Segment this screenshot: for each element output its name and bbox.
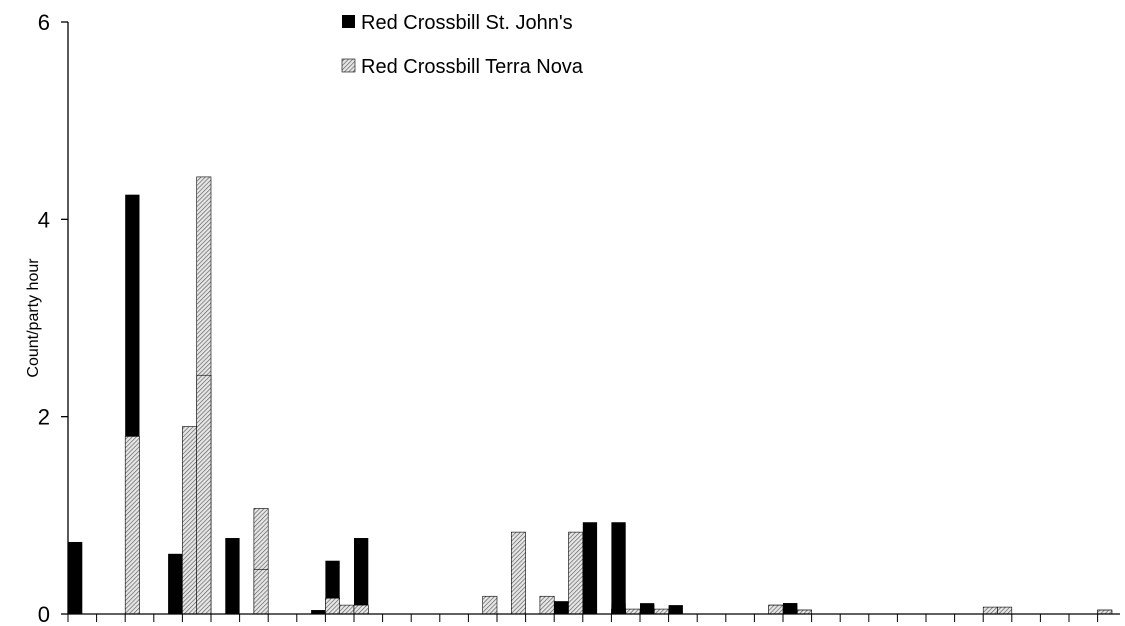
y-tick-label: 2 xyxy=(38,405,50,430)
legend-swatch-st-johns xyxy=(342,15,355,28)
legend-label-st-johns: Red Crossbill St. John's xyxy=(361,12,573,34)
bar-terra-nova xyxy=(982,606,998,615)
bar-st-johns xyxy=(668,605,683,614)
bar-terra-nova xyxy=(325,597,340,615)
bar-st-johns xyxy=(68,541,83,614)
bar-terra-nova xyxy=(568,531,584,615)
bar-terra-nova xyxy=(482,595,498,615)
y-axis-title: Count/party hour xyxy=(25,258,42,378)
bar-terra-nova xyxy=(997,606,1013,615)
legend-swatch-terra-nova xyxy=(341,58,356,73)
x-ticks xyxy=(67,614,1099,622)
bar-st-johns xyxy=(611,522,626,614)
bar-terra-nova xyxy=(253,569,269,615)
legend-label-terra-nova: Red Crossbill Terra Nova xyxy=(361,56,584,78)
bar-terra-nova xyxy=(653,608,669,615)
bar-terra-nova xyxy=(539,595,555,615)
bar-st-johns xyxy=(225,538,240,614)
bar-terra-nova xyxy=(339,604,355,615)
legend: Red Crossbill St. John's Red Crossbill T… xyxy=(341,12,584,78)
bar-st-johns xyxy=(554,601,569,614)
bar-terra-nova xyxy=(124,436,140,615)
y-ticks: 0 2 4 6 xyxy=(38,10,68,626)
bar-terra-nova xyxy=(768,604,784,615)
bar-terra-nova xyxy=(625,608,641,615)
bar-st-johns xyxy=(783,603,798,614)
bar-st-johns xyxy=(354,538,369,614)
bar-st-johns xyxy=(311,610,326,614)
bar-st-johns xyxy=(640,603,655,614)
bar-terra-nova xyxy=(196,374,212,615)
bar-terra-nova xyxy=(353,604,369,615)
y-tick-label: 0 xyxy=(38,602,50,626)
bar-st-johns xyxy=(582,522,598,614)
bar-terra-nova xyxy=(510,531,526,615)
y-tick-label: 6 xyxy=(38,10,50,35)
y-tick-label: 4 xyxy=(38,207,50,232)
bars-group xyxy=(68,176,1113,615)
bar-terra-nova xyxy=(182,426,197,615)
bar-st-johns xyxy=(168,553,183,614)
